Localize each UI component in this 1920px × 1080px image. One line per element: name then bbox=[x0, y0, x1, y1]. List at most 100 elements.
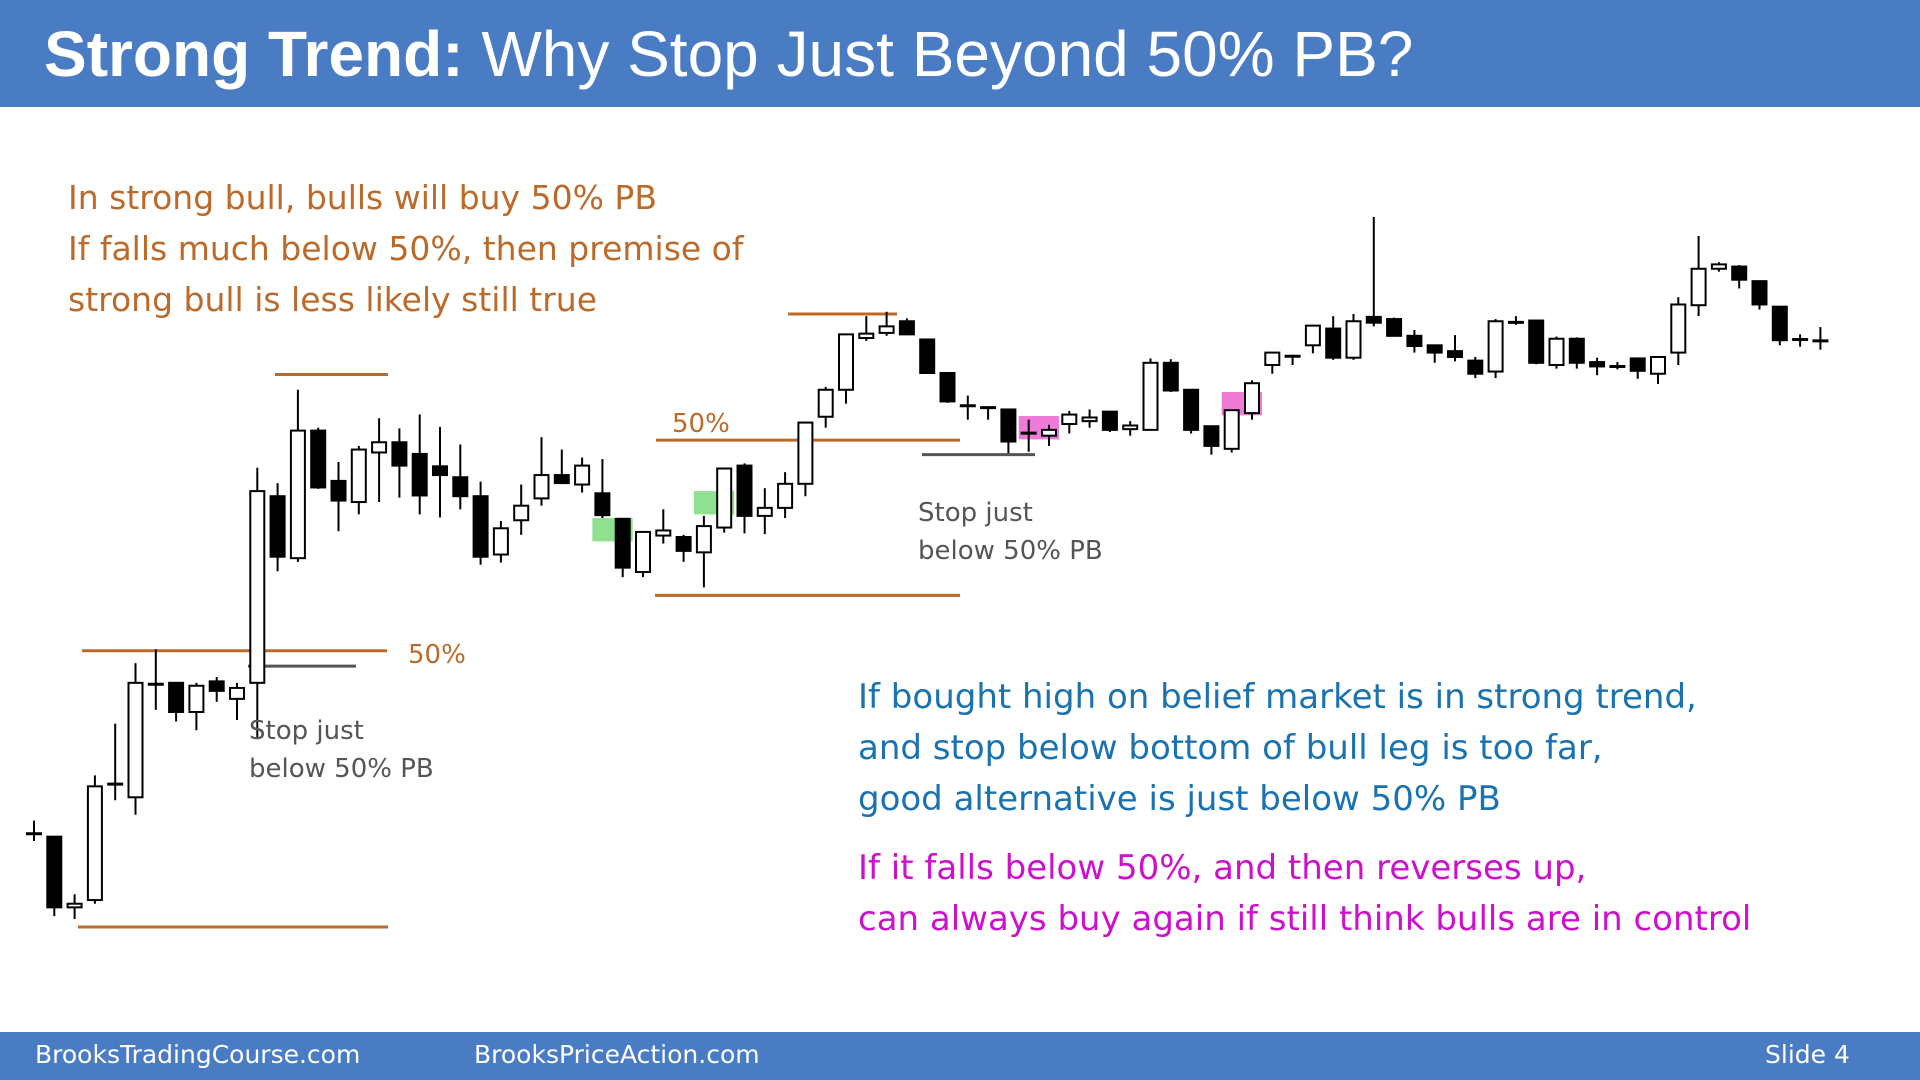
bear-candle bbox=[1101, 410, 1118, 431]
bear-candle bbox=[1528, 319, 1545, 364]
reverse-note-line: If it falls below 50%, and then reverses… bbox=[858, 848, 1587, 888]
bear-candle bbox=[1426, 344, 1443, 354]
title-bar: Strong Trend: Why Stop Just Beyond 50% P… bbox=[0, 0, 1920, 107]
bear-candle bbox=[1365, 315, 1382, 324]
bull-candle bbox=[371, 441, 388, 454]
bull-note-line: strong bull is less likely still true bbox=[68, 280, 598, 319]
bull-candle bbox=[1710, 263, 1727, 270]
bull-candle bbox=[1690, 267, 1707, 307]
bull-candle bbox=[188, 684, 205, 713]
bear-candle bbox=[1447, 350, 1463, 358]
footer-bar: BrooksTradingCourse.com BrooksPriceActio… bbox=[0, 1032, 1920, 1080]
bear-candle bbox=[1325, 327, 1342, 359]
bull-candle bbox=[797, 421, 814, 485]
bull-candle bbox=[1650, 355, 1666, 375]
bull-candle bbox=[289, 429, 306, 560]
bear-candle bbox=[1568, 337, 1585, 364]
bear-candle bbox=[1771, 305, 1788, 342]
bull-note: In strong bull, bulls will buy 50% PB If… bbox=[68, 172, 744, 325]
bull-candle bbox=[1670, 303, 1687, 354]
bear-candle bbox=[391, 441, 408, 467]
bull-candle bbox=[492, 527, 509, 556]
bear-candle bbox=[208, 680, 225, 692]
bear-candle bbox=[939, 372, 956, 403]
bear-candle bbox=[330, 479, 347, 502]
bear-candle bbox=[898, 320, 915, 336]
reverse-note: If it falls below 50%, and then reverses… bbox=[858, 843, 1751, 945]
bear-candle bbox=[1162, 361, 1179, 392]
bear-candle bbox=[1629, 357, 1646, 372]
bear-candle bbox=[614, 517, 631, 569]
bull-candle bbox=[249, 490, 266, 684]
bull-candle bbox=[533, 474, 550, 500]
bear-candle bbox=[168, 681, 185, 713]
bull-candle bbox=[127, 681, 144, 799]
footer-center-link[interactable]: BrooksPriceAction.com bbox=[474, 1040, 760, 1069]
bull-candle bbox=[1223, 409, 1240, 450]
bear-candle bbox=[411, 452, 428, 497]
bear-candle bbox=[1406, 334, 1423, 348]
slide-title: Strong Trend: Why Stop Just Beyond 50% P… bbox=[44, 14, 1413, 94]
stop-label-line: below 50% PB bbox=[918, 536, 1103, 566]
bull-candle bbox=[858, 332, 875, 340]
bull-candle bbox=[716, 467, 733, 529]
title-bold: Strong Trend: bbox=[44, 18, 464, 90]
bull-candle bbox=[229, 686, 245, 700]
bear-candle bbox=[1183, 388, 1200, 431]
stop-note-line: and stop below bottom of bull leg is too… bbox=[858, 728, 1603, 768]
bull-candle bbox=[756, 506, 773, 517]
bear-candle bbox=[310, 429, 327, 489]
pct-label-lower: 50% bbox=[408, 640, 466, 670]
bull-candle bbox=[574, 464, 591, 486]
stop-label-line: Stop just bbox=[918, 498, 1033, 528]
bull-candle bbox=[1244, 382, 1260, 415]
bull-candle bbox=[1548, 337, 1565, 366]
bear-candle bbox=[736, 464, 753, 517]
bear-candle bbox=[919, 338, 936, 375]
bull-candle bbox=[1264, 351, 1281, 366]
title-rest: Why Stop Just Beyond 50% PB? bbox=[463, 18, 1414, 90]
bull-candle bbox=[1041, 428, 1057, 437]
bull-candle bbox=[66, 902, 83, 909]
bull-candle bbox=[86, 785, 103, 902]
bear-candle bbox=[1751, 280, 1768, 306]
bull-candle bbox=[1304, 324, 1321, 347]
bull-candle bbox=[777, 482, 794, 509]
stop-note-line: If bought high on belief market is in st… bbox=[858, 677, 1697, 717]
bear-candle bbox=[1386, 318, 1403, 337]
bear-candle bbox=[1589, 361, 1606, 368]
stop-label-upper: Stop just below 50% PB bbox=[918, 494, 1103, 570]
bear-candle bbox=[675, 536, 692, 552]
stop-label-line: Stop just bbox=[249, 716, 364, 746]
bull-candle bbox=[1081, 416, 1098, 423]
bull-candle bbox=[817, 388, 834, 418]
bear-candle bbox=[1000, 408, 1017, 443]
stop-label-line: below 50% PB bbox=[249, 754, 434, 784]
slide-number: Slide 4 bbox=[1765, 1040, 1850, 1069]
bear-candle bbox=[594, 492, 611, 517]
bull-candle bbox=[878, 325, 895, 334]
bear-candle bbox=[1731, 265, 1748, 281]
stop-note: If bought high on belief market is in st… bbox=[858, 672, 1697, 825]
bull-candle bbox=[838, 333, 854, 391]
bull-candle bbox=[350, 448, 367, 504]
bull-candle bbox=[655, 529, 672, 537]
bull-candle bbox=[635, 530, 651, 574]
bear-candle bbox=[432, 465, 448, 477]
reverse-note-line: can always buy again if still think bull… bbox=[858, 899, 1752, 939]
stop-label-lower: Stop just below 50% PB bbox=[249, 712, 434, 788]
bear-candle bbox=[1467, 359, 1484, 375]
bull-candle bbox=[695, 525, 712, 554]
bull-candle bbox=[1061, 413, 1078, 426]
bull-candle bbox=[1122, 424, 1139, 431]
bear-candle bbox=[46, 835, 63, 909]
bull-candle bbox=[513, 504, 530, 522]
bull-candle bbox=[1345, 320, 1362, 359]
bear-candle bbox=[452, 476, 469, 498]
pct-label-upper: 50% bbox=[672, 409, 730, 439]
stop-note-line: good alternative is just below 50% PB bbox=[858, 779, 1501, 819]
candlestick-chart bbox=[26, 217, 1829, 929]
bull-candle bbox=[1487, 320, 1504, 373]
footer-left-link[interactable]: BrooksTradingCourse.com bbox=[35, 1040, 361, 1069]
bull-note-line: In strong bull, bulls will buy 50% PB bbox=[68, 178, 657, 217]
